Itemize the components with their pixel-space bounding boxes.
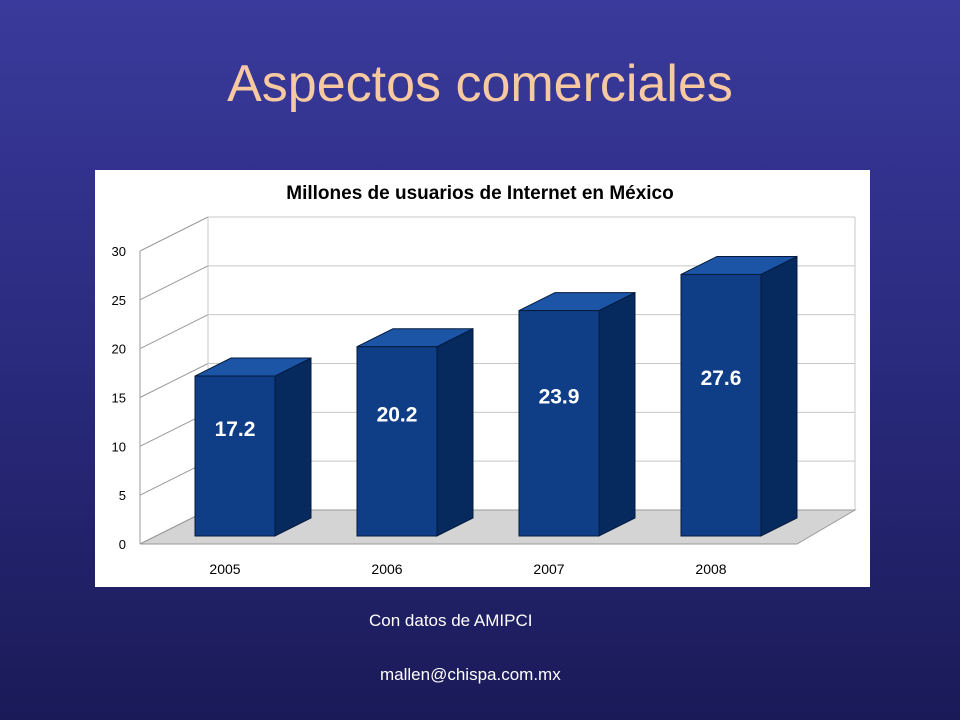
gridline-depth	[139, 216, 209, 252]
source-note: Con datos de AMIPCI	[369, 611, 533, 630]
x-tick-label: 2008	[695, 561, 726, 577]
y-tick-label: 0	[119, 537, 126, 552]
y-tick-label: 10	[112, 439, 126, 454]
chart-floor	[139, 509, 857, 545]
bar	[680, 273, 762, 537]
bar	[356, 346, 438, 537]
bar-chart: Millones de usuarios de Internet en Méxi…	[112, 183, 857, 577]
data-label: 20.2	[377, 403, 418, 426]
data-label: 27.6	[701, 367, 742, 390]
bar	[518, 310, 600, 537]
bar	[194, 375, 276, 537]
y-tick-label: 30	[112, 244, 126, 259]
bar-side	[760, 255, 798, 537]
chart-container: Millones de usuarios de Internet en Méxi…	[95, 170, 870, 587]
bar-side	[436, 327, 474, 537]
bar-side	[598, 291, 636, 537]
y-tick-label: 25	[112, 293, 126, 308]
gridline-depth	[139, 265, 209, 301]
footer-email: mallen@chispa.com.mx	[380, 665, 561, 684]
bar-side	[274, 357, 312, 537]
slide-title: Aspectos comerciales	[227, 55, 733, 113]
x-tick-label: 2006	[371, 561, 402, 577]
gridline-depth	[139, 363, 209, 398]
y-tick-label: 15	[112, 391, 126, 406]
data-label: 23.9	[539, 385, 580, 408]
plot-area: 0 5 10 15 20 25 30 17.2 2005 20.2 2006 23.9 2007 27.6…	[112, 216, 857, 577]
data-label: 17.2	[215, 418, 256, 441]
gridline-depth	[139, 314, 209, 350]
x-tick-label: 2005	[209, 561, 240, 577]
y-tick-label: 5	[119, 488, 126, 503]
x-tick-label: 2007	[533, 561, 564, 577]
y-tick-label: 20	[112, 342, 126, 357]
chart-title: Millones de usuarios de Internet en Méxi…	[286, 183, 673, 204]
